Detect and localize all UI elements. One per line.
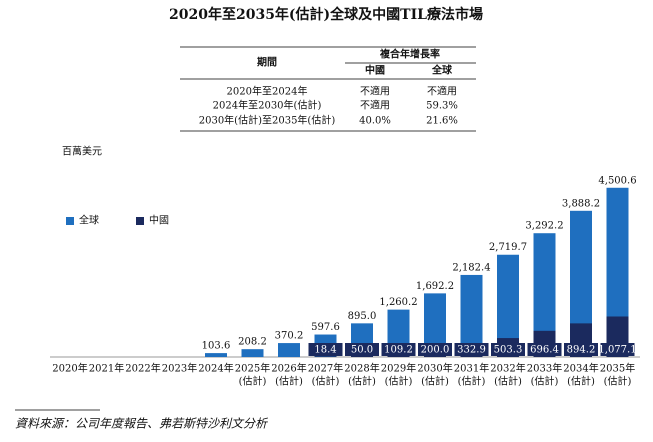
- value-label: 50.0: [351, 345, 373, 356]
- x-tick-sublabel: (估計): [275, 375, 303, 388]
- table-header: 複合年增長率: [379, 48, 440, 61]
- table-cell: 2030年(估計)至2035年(估計): [199, 114, 336, 127]
- value-label: 1,692.2: [416, 281, 454, 292]
- source: 資料來源：公司年度報告、弗若斯特沙利文分析: [15, 417, 269, 431]
- value-label: 109.2: [384, 345, 413, 356]
- value-label: 103.6: [202, 341, 231, 352]
- x-tick-sublabel: (估計): [458, 375, 486, 388]
- table-cell: 不適用: [427, 85, 457, 98]
- bar: [533, 233, 556, 357]
- bar: [606, 187, 629, 357]
- value-label-box: [491, 343, 525, 356]
- bar: [351, 355, 373, 357]
- value-label: 2,719.7: [489, 242, 527, 253]
- x-tick-label: 2027年: [308, 362, 343, 375]
- value-label: 1,077.1: [598, 345, 636, 356]
- value-label: 696.4: [530, 345, 559, 356]
- bar: [460, 274, 483, 357]
- x-tick-label: 2032年: [490, 362, 525, 375]
- x-tick-label: 2028年: [344, 362, 379, 375]
- x-tick-sublabel: (估計): [348, 375, 376, 388]
- x-tick-sublabel: (估計): [531, 375, 559, 388]
- value-label: 4,500.6: [598, 175, 636, 186]
- x-tick-label: 2029年: [381, 362, 416, 375]
- x-tick-label: 2022年: [125, 362, 160, 375]
- table-cell: 不適用: [360, 85, 390, 98]
- x-tick-label: 2020年: [52, 362, 87, 375]
- x-tick-label: 2031年: [454, 362, 489, 375]
- bar: [497, 254, 519, 357]
- value-label-box: [454, 343, 489, 356]
- value-label: 597.6: [311, 322, 340, 333]
- value-label: 208.2: [238, 337, 267, 348]
- value-label-box: [600, 343, 635, 356]
- value-label-box: [564, 343, 598, 356]
- x-tick-label: 2026年: [271, 362, 306, 375]
- legend-label: 中國: [149, 214, 169, 227]
- value-label: 3,888.2: [562, 198, 600, 209]
- table-cell: 21.6%: [426, 116, 458, 127]
- table-cell: 2024年至2030年(估計): [213, 99, 322, 112]
- table-header: 期間: [257, 56, 277, 69]
- x-tick-sublabel: (估計): [567, 375, 595, 388]
- value-label: 2,182.4: [452, 262, 490, 273]
- bar: [278, 343, 300, 357]
- x-tick-sublabel: (估計): [421, 375, 449, 388]
- table-cell: 2020年至2024年: [227, 85, 308, 98]
- x-tick-label: 2033年: [527, 362, 562, 375]
- value-label: 503.3: [494, 345, 523, 356]
- x-tick-label: 2023年: [162, 362, 197, 375]
- x-tick-sublabel: (估計): [385, 375, 413, 388]
- value-label: 200.0: [421, 345, 450, 356]
- value-label: 894.2: [567, 345, 596, 356]
- value-label-box: [345, 343, 379, 356]
- y-axis-label: 百萬美元: [62, 145, 102, 158]
- bar: [241, 349, 264, 357]
- x-tick-label: 2024年: [198, 362, 233, 375]
- x-tick-label: 2025年: [235, 362, 270, 375]
- table-cell: 40.0%: [359, 116, 391, 127]
- table-cell: 59.3%: [426, 101, 458, 112]
- x-tick-sublabel: (估計): [604, 375, 632, 388]
- legend-swatch: [136, 217, 144, 225]
- x-tick-sublabel: (估計): [494, 375, 522, 388]
- x-tick-label: 2034年: [563, 362, 598, 375]
- value-label-box: [527, 343, 562, 356]
- bar: [205, 353, 227, 357]
- x-tick-label: 2030年: [417, 362, 452, 375]
- x-tick-label: 2035年: [600, 362, 635, 375]
- chart-title: 2020年至2035年(估計)全球及中國TIL療法市場: [169, 6, 483, 23]
- value-label: 370.2: [275, 331, 304, 342]
- bar: [570, 210, 592, 357]
- legend-swatch: [66, 217, 74, 225]
- bar: [314, 356, 337, 357]
- value-label: 895.0: [348, 311, 377, 322]
- value-label: 3,292.2: [525, 221, 563, 232]
- legend-label: 全球: [79, 214, 99, 227]
- table-subheader: 全球: [431, 64, 453, 77]
- table-subheader: 中國: [365, 64, 385, 77]
- bar: [424, 293, 446, 357]
- table-cell: 不適用: [360, 99, 390, 112]
- x-tick-sublabel: (估計): [312, 375, 340, 388]
- x-tick-sublabel: (估計): [239, 375, 267, 388]
- x-tick-label: 2021年: [89, 362, 124, 375]
- value-label: 18.4: [314, 345, 336, 356]
- value-label: 332.9: [457, 345, 486, 356]
- value-label-box: [308, 343, 343, 356]
- value-label-box: [418, 343, 452, 356]
- value-label: 1,260.2: [379, 297, 417, 308]
- value-label-box: [381, 343, 416, 356]
